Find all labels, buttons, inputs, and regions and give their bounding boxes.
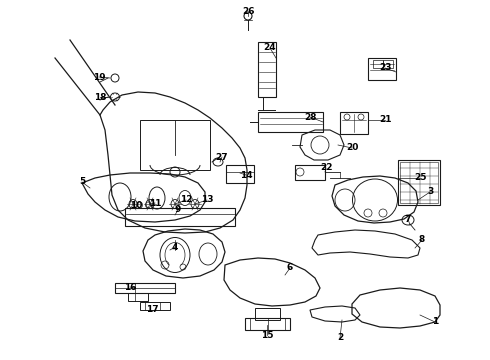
- Bar: [245, 318, 290, 330]
- Text: 10: 10: [130, 201, 142, 210]
- Text: 4: 4: [172, 243, 178, 252]
- Bar: [140, 302, 170, 310]
- Bar: [258, 112, 323, 132]
- Text: 11: 11: [149, 198, 161, 207]
- Text: 8: 8: [419, 235, 425, 244]
- Text: 17: 17: [146, 305, 158, 314]
- Text: 27: 27: [216, 153, 228, 162]
- Text: 26: 26: [242, 8, 254, 17]
- Text: 18: 18: [94, 93, 106, 102]
- Text: 5: 5: [79, 177, 85, 186]
- Text: 23: 23: [379, 63, 391, 72]
- Text: 16: 16: [124, 283, 136, 292]
- Text: 3: 3: [427, 188, 433, 197]
- Text: 2: 2: [337, 333, 343, 342]
- Bar: [295, 165, 325, 180]
- Bar: [383, 60, 393, 68]
- Text: 13: 13: [201, 195, 213, 204]
- Text: 19: 19: [93, 72, 105, 81]
- Bar: [128, 293, 148, 301]
- Text: 14: 14: [240, 171, 252, 180]
- Bar: [340, 112, 368, 134]
- Bar: [373, 60, 383, 68]
- Text: 24: 24: [264, 44, 276, 53]
- Bar: [226, 165, 254, 183]
- Text: 6: 6: [287, 264, 293, 273]
- Text: 22: 22: [320, 163, 332, 172]
- Bar: [400, 162, 438, 203]
- Bar: [140, 120, 210, 170]
- Bar: [115, 283, 175, 293]
- Text: 9: 9: [175, 206, 181, 215]
- Bar: [255, 308, 280, 320]
- Text: 12: 12: [180, 195, 192, 204]
- Bar: [125, 208, 235, 226]
- Text: 21: 21: [379, 116, 391, 125]
- Text: 15: 15: [261, 330, 273, 339]
- Text: 25: 25: [414, 174, 426, 183]
- Bar: [258, 42, 276, 97]
- Text: 1: 1: [432, 318, 438, 327]
- Text: 20: 20: [346, 144, 358, 153]
- Text: 28: 28: [304, 112, 316, 122]
- Bar: [368, 58, 396, 80]
- Text: 7: 7: [405, 215, 411, 224]
